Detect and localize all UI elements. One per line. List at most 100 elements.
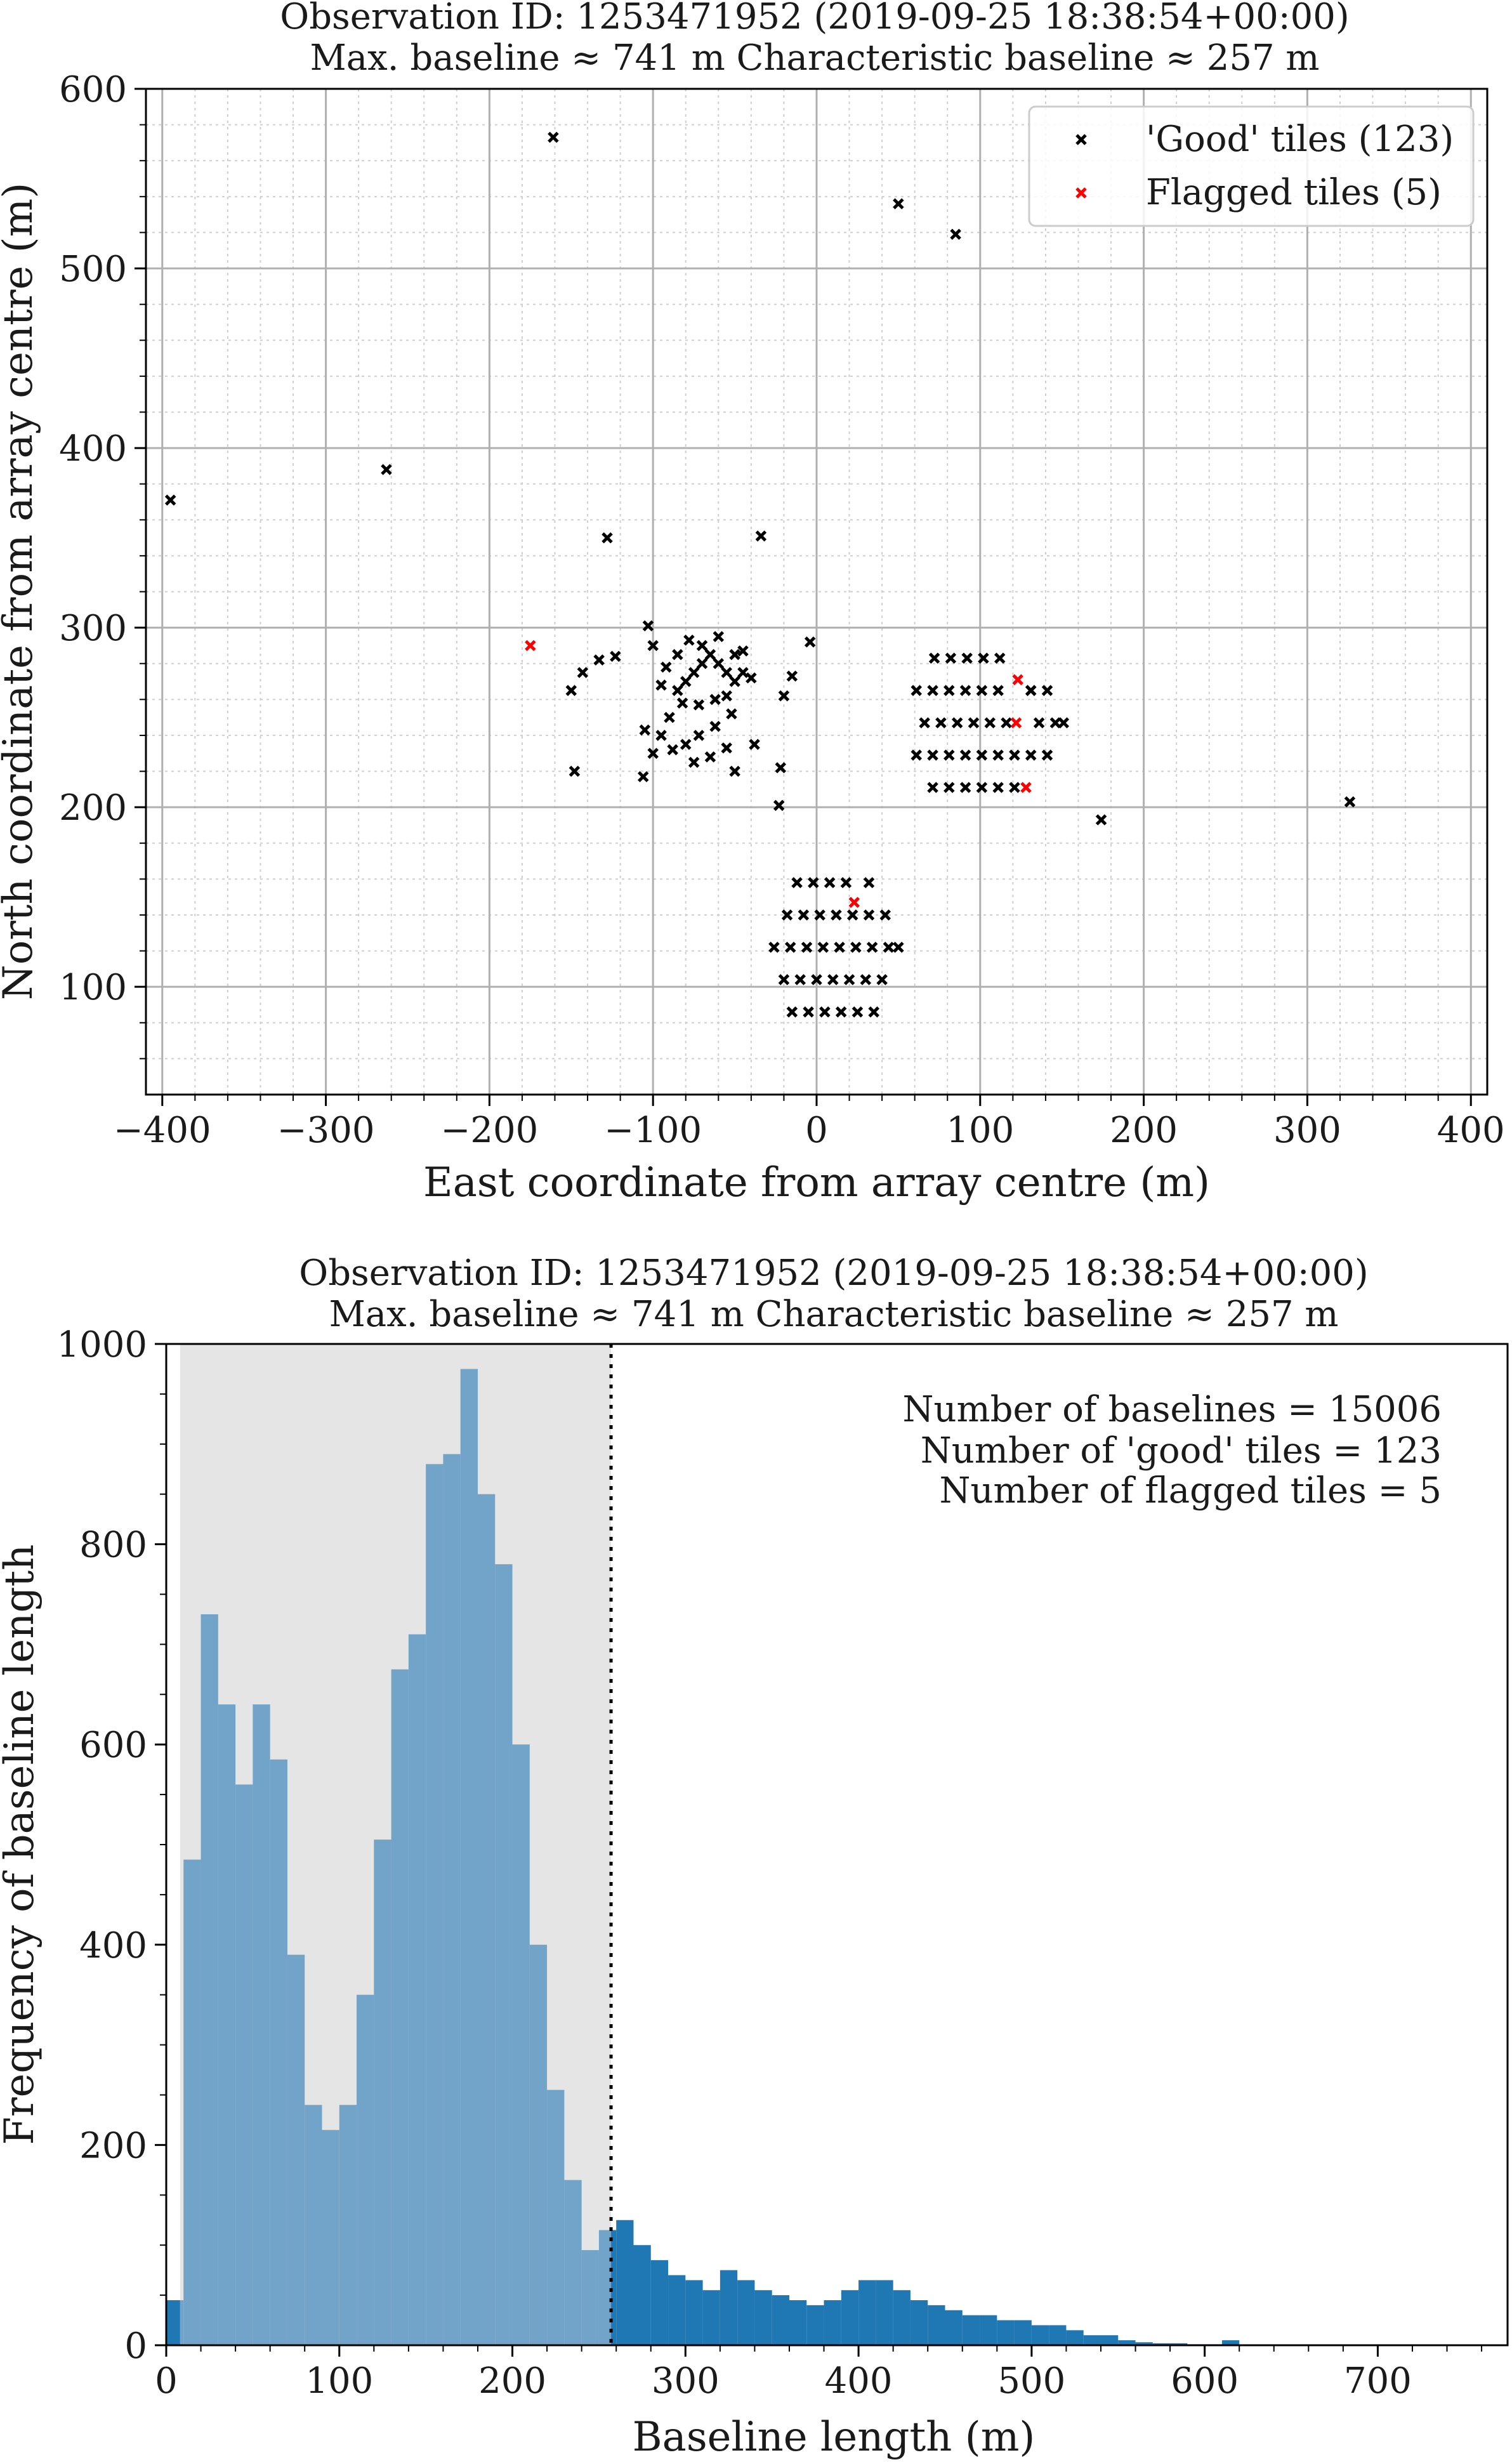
good-tile-marker (804, 636, 816, 648)
good-tile-marker (879, 909, 891, 921)
good-tile-marker (637, 771, 649, 782)
histogram-bar (547, 2090, 565, 2345)
y-tick-label: 500 (59, 249, 127, 290)
histogram-bar (650, 2260, 669, 2345)
good-tile-marker (860, 974, 872, 985)
baseline-histogram-panel: Observation ID: 1253471952 (2019-09-25 1… (0, 1253, 1509, 2461)
histogram-bar (685, 2280, 703, 2345)
y-tick-label: 100 (59, 967, 127, 1008)
histogram-bar (495, 1564, 513, 2345)
good-tile-marker (928, 652, 940, 664)
good-tile-marker (381, 464, 392, 475)
x-tick-label: −200 (440, 1110, 538, 1151)
histogram-bar (980, 2315, 997, 2345)
histogram-bar (789, 2300, 807, 2345)
good-tile-marker (709, 721, 721, 732)
good-tile-marker (824, 877, 836, 888)
y-tick-label: 200 (79, 2125, 147, 2166)
good-tile-marker (565, 685, 577, 696)
good-tile-marker (755, 530, 767, 542)
good-tile-marker (893, 942, 904, 953)
good-tile-marker (680, 739, 692, 750)
tile-layout-scatter-panel: Observation ID: 1253471952 (2019-09-25 1… (0, 0, 1505, 1206)
good-tile-marker (749, 739, 760, 750)
histogram-bar (201, 1614, 218, 2345)
good-tile-marker (737, 667, 749, 678)
good-tile-marker (704, 648, 716, 661)
good-tile-marker (647, 640, 659, 652)
histogram-bar (1031, 2325, 1049, 2345)
y-tick-label: 400 (79, 1925, 147, 1966)
y-tick-label: 300 (59, 608, 127, 649)
histogram-bar (702, 2290, 720, 2345)
good-tile-marker (676, 697, 688, 709)
histogram-title: Observation ID: 1253471952 (2019-09-25 1… (299, 1253, 1368, 1294)
histogram-bar (305, 2105, 322, 2345)
histogram-bar (253, 1704, 270, 2345)
good-tile-marker (850, 942, 862, 953)
good-tile-marker (959, 685, 971, 696)
good-tile-marker (1344, 796, 1356, 808)
good-tile-marker (992, 685, 1004, 696)
histogram-bar (1100, 2335, 1119, 2345)
good-tile-marker (1049, 717, 1062, 728)
annotation-line-2: Number of 'good' tiles = 123 (921, 1430, 1442, 1471)
histogram-bar (928, 2305, 945, 2345)
histogram-bar (426, 1464, 444, 2345)
histogram-bar (529, 1944, 548, 2345)
good-tile-marker (883, 942, 895, 953)
good-tile-marker (843, 974, 855, 985)
good-tile-marker (693, 699, 705, 711)
good-tile-marker (827, 974, 839, 985)
histogram-bar (893, 2290, 910, 2345)
good-tile-marker (919, 717, 930, 728)
legend-box (1028, 105, 1475, 227)
good-tile-marker (951, 717, 963, 728)
good-tile-marker (831, 909, 842, 921)
good-tile-marker (1025, 685, 1037, 696)
histogram-bar (997, 2320, 1015, 2345)
good-tile-marker (976, 685, 988, 696)
good-tile-marker (683, 635, 695, 646)
good-tile-marker (961, 652, 973, 664)
histogram-bar (737, 2280, 755, 2345)
good-tile-marker (721, 690, 732, 702)
x-tick-label: 100 (305, 2360, 373, 2402)
good-tile-marker (1033, 717, 1045, 728)
good-tile-marker (1009, 749, 1020, 761)
good-tile-marker (672, 685, 683, 696)
good-tile-marker (945, 652, 957, 664)
histogram-bar (581, 2250, 599, 2345)
good-tile-marker (1009, 782, 1020, 793)
histogram-bar (824, 2300, 841, 2345)
x-tick-label: 0 (155, 2360, 178, 2402)
good-tile-marker (866, 942, 878, 953)
y-tick-label: 600 (59, 69, 127, 110)
histogram-bar (1118, 2340, 1136, 2345)
scatter-grid (146, 88, 1487, 1095)
good-tile-marker (968, 717, 980, 728)
flagged-tile-marker (1020, 782, 1032, 793)
histogram-bar (616, 2220, 634, 2345)
scatter-y-axis-label: North coordinate from array centre (m) (0, 183, 42, 1001)
good-tile-marker (817, 942, 829, 953)
x-tick-label: 600 (1171, 2360, 1239, 2402)
scatter-x-axis-label: East coordinate from array centre (m) (423, 1159, 1210, 1206)
histogram-bar (910, 2300, 928, 2345)
x-tick-label: 400 (825, 2360, 893, 2402)
histogram-ticks: 0 100 200 300 400 500 600 700 0 200 400 600 800 1000 (56, 1324, 1483, 2402)
x-tick-label: 700 (1344, 2360, 1412, 2402)
legend-good-x (1075, 134, 1087, 145)
histogram-bar (443, 1454, 461, 2345)
scatter-title: Observation ID: 1253471952 (2019-09-25 1… (280, 0, 1349, 37)
x-tick-label: 0 (805, 1110, 828, 1151)
good-tile-marker (1025, 749, 1037, 761)
histogram-bar (287, 1954, 305, 2345)
good-tile-marker (569, 765, 581, 777)
histogram-bar (841, 2290, 859, 2345)
good-tile-marker (863, 877, 875, 888)
histogram-bar (270, 1759, 287, 2345)
good-tile-marker (978, 652, 989, 664)
good-tile-marker (768, 942, 780, 953)
